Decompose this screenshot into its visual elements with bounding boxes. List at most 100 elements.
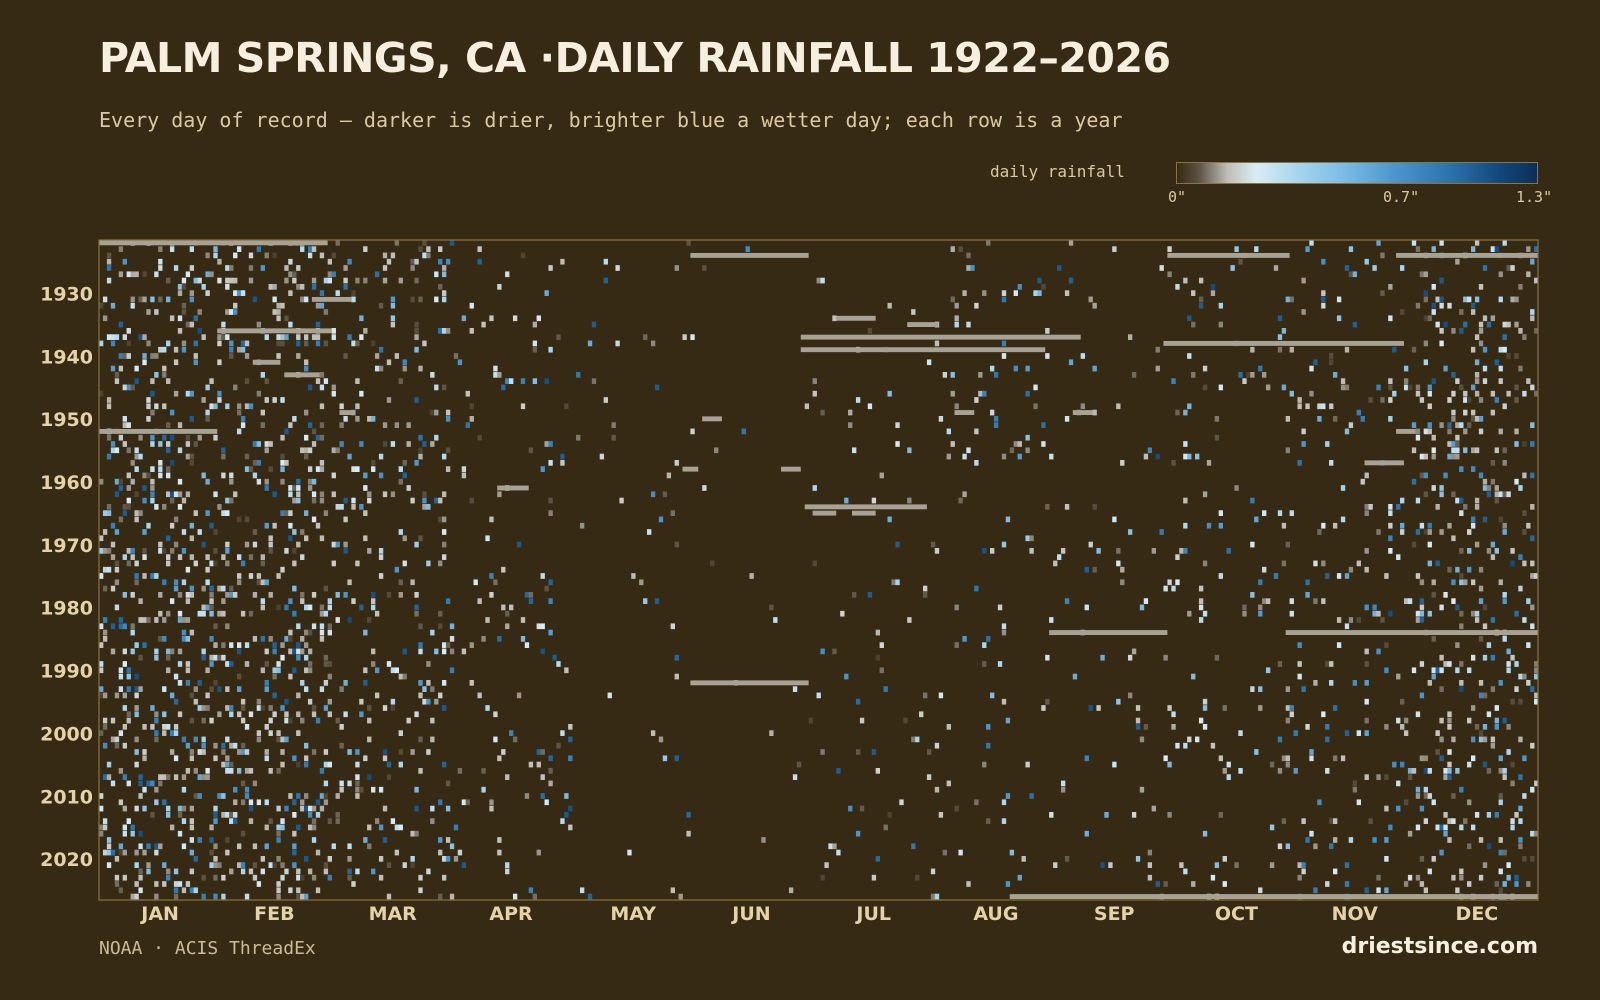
rain-day-cell <box>848 805 853 812</box>
rain-day-cell <box>1151 548 1156 554</box>
rain-day-cell <box>264 755 269 762</box>
rain-day-cell <box>591 378 597 384</box>
rain-day-cell <box>441 541 447 548</box>
rain-day-cell <box>1400 497 1405 504</box>
rain-day-cell <box>1340 384 1346 391</box>
rain-day-cell <box>1431 284 1436 290</box>
rain-day-cell <box>1530 573 1535 579</box>
rain-day-cell <box>674 673 679 680</box>
rain-day-cell <box>240 290 246 296</box>
rain-day-cell <box>536 749 541 755</box>
rain-day-cell <box>319 686 325 692</box>
rain-day-cell <box>812 560 817 567</box>
rain-day-cell <box>371 868 376 875</box>
rain-day-cell <box>1419 522 1425 529</box>
rain-day-cell <box>1439 667 1444 674</box>
rain-day-cell <box>185 271 191 278</box>
rain-day-cell <box>292 667 297 674</box>
rain-day-cell <box>315 334 321 340</box>
rain-day-cell <box>1163 881 1168 887</box>
rain-day-cell <box>497 849 502 856</box>
rain-day-cell <box>248 265 254 271</box>
rain-day-cell <box>146 397 151 403</box>
rain-day-cell <box>185 390 191 397</box>
rain-day-cell <box>252 541 258 548</box>
rain-day-cell <box>1297 460 1302 466</box>
rain-day-cell <box>532 340 538 347</box>
rain-day-cell <box>820 277 825 284</box>
rain-day-cell <box>1025 535 1030 542</box>
rain-day-cell <box>154 881 159 887</box>
rain-day-cell <box>382 749 388 755</box>
year-tick-label: 1950 <box>40 409 93 431</box>
rain-day-cell <box>761 837 766 843</box>
rain-day-cell <box>1309 830 1314 837</box>
rain-day-cell <box>300 799 305 806</box>
rain-day-cell <box>1120 579 1125 586</box>
rain-day-cell <box>130 592 135 598</box>
rain-day-cell <box>264 252 269 259</box>
rain-day-cell <box>323 862 329 868</box>
rain-day-cell <box>169 824 175 831</box>
rain-day-cell <box>209 560 214 567</box>
rain-day-cell <box>233 786 238 793</box>
rain-day-cell <box>343 416 348 422</box>
rain-day-cell <box>351 290 356 296</box>
missing-data-run <box>907 322 939 327</box>
rain-day-cell <box>493 365 498 372</box>
rain-day-cell <box>1447 522 1452 529</box>
rain-day-cell <box>181 636 187 642</box>
rain-day-cell <box>986 636 991 642</box>
rain-day-cell <box>99 623 104 630</box>
rain-day-cell <box>1277 510 1283 516</box>
rain-day-cell <box>205 271 210 278</box>
rain-day-cell <box>118 768 124 774</box>
rain-day-cell <box>611 434 616 441</box>
rain-day-cell <box>461 862 467 868</box>
site-credit[interactable]: driestsince.com <box>1341 934 1538 959</box>
rain-day-cell <box>181 818 187 824</box>
rain-day-cell <box>599 453 605 460</box>
rain-day-cell <box>816 692 821 699</box>
rain-day-cell <box>209 849 214 856</box>
rain-day-cell <box>1041 422 1046 428</box>
rain-day-cell <box>398 730 403 736</box>
rain-day-cell <box>1423 453 1429 460</box>
rain-day-cell <box>315 340 321 347</box>
rain-day-cell <box>189 837 195 843</box>
rain-day-cell <box>1474 541 1480 548</box>
rain-day-cell <box>414 786 419 793</box>
rain-day-cell <box>1522 793 1527 799</box>
rain-day-cell <box>110 522 116 529</box>
rain-day-cell <box>938 812 944 818</box>
rain-day-cell <box>173 774 179 780</box>
rain-day-cell <box>1329 403 1334 410</box>
rain-day-cell <box>556 661 561 667</box>
rain-day-cell <box>319 629 325 636</box>
rain-day-cell <box>193 856 198 862</box>
rain-day-cell <box>855 698 861 705</box>
rain-day-cell <box>351 881 356 887</box>
rain-day-cell <box>233 812 238 818</box>
rain-day-cell <box>1376 874 1381 881</box>
rain-day-cell <box>221 761 226 768</box>
rain-day-cell <box>414 610 419 617</box>
rain-day-cell <box>276 830 281 837</box>
rain-day-cell <box>162 346 167 353</box>
rain-day-cell <box>978 372 983 378</box>
rain-day-cell <box>371 416 376 422</box>
rain-day-cell <box>201 742 206 749</box>
rain-day-cell <box>1029 548 1034 554</box>
rain-day-cell <box>225 309 230 315</box>
rain-day-cell <box>1419 610 1425 617</box>
rain-day-cell <box>162 862 167 868</box>
rain-day-cell <box>1131 812 1137 818</box>
rain-day-cell <box>173 359 179 366</box>
rain-day-cell <box>1463 428 1468 435</box>
rain-day-cell <box>205 579 210 586</box>
rain-day-cell <box>304 359 309 366</box>
rain-day-cell <box>355 416 360 422</box>
rain-day-cell <box>1053 862 1058 868</box>
rain-day-cell <box>213 755 218 762</box>
rain-day-cell <box>256 246 262 252</box>
